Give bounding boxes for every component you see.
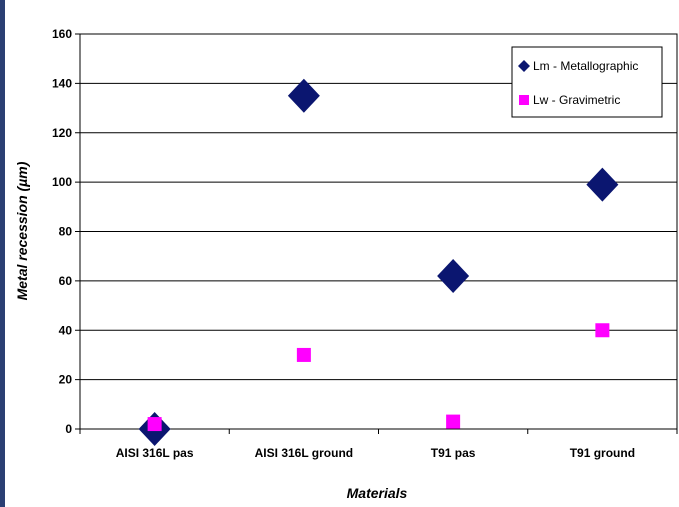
y-tick-label: 20 bbox=[59, 373, 73, 387]
y-tick-label: 40 bbox=[59, 323, 73, 337]
data-points bbox=[138, 78, 619, 446]
y-tick-label: 0 bbox=[65, 422, 72, 436]
x-axis-title: Materials bbox=[347, 485, 408, 501]
diamond-marker bbox=[287, 78, 320, 113]
y-tick-label: 160 bbox=[52, 27, 72, 41]
y-axis-ticks: 0 20 40 60 80 100 120 140 160 bbox=[52, 27, 80, 436]
diamond-marker bbox=[437, 258, 470, 293]
legend-diamond-marker bbox=[518, 60, 530, 72]
y-tick-label: 140 bbox=[52, 76, 72, 90]
x-axis-ticks: AISI 316L pas AISI 316L ground T91 pas T91 … bbox=[79, 429, 678, 460]
y-axis-title: Metal recession (µm) bbox=[14, 161, 30, 300]
legend-label: Lm - Metallographic bbox=[533, 59, 638, 73]
x-tick-label: T91 pas bbox=[431, 446, 476, 460]
y-tick-label: 60 bbox=[59, 274, 73, 288]
x-tick-label: T91 ground bbox=[570, 446, 635, 460]
square-marker bbox=[446, 414, 461, 429]
legend-square-marker bbox=[519, 95, 529, 105]
legend: Lm - Metallographic Lw - Gravimetric bbox=[511, 46, 663, 118]
y-tick-label: 80 bbox=[59, 225, 73, 239]
x-tick-label: AISI 316L pas bbox=[116, 446, 194, 460]
legend-box bbox=[511, 46, 663, 118]
square-marker bbox=[595, 323, 610, 338]
square-marker bbox=[296, 347, 311, 362]
y-tick-label: 100 bbox=[52, 175, 72, 189]
chart-frame: 0 20 40 60 80 100 120 140 160 AISI 316L pas AISI … bbox=[5, 0, 679, 507]
legend-label: Lw - Gravimetric bbox=[533, 93, 620, 107]
diamond-marker bbox=[586, 167, 619, 202]
y-tick-label: 120 bbox=[52, 126, 72, 140]
square-marker bbox=[147, 417, 162, 432]
x-tick-label: AISI 316L ground bbox=[255, 446, 353, 460]
